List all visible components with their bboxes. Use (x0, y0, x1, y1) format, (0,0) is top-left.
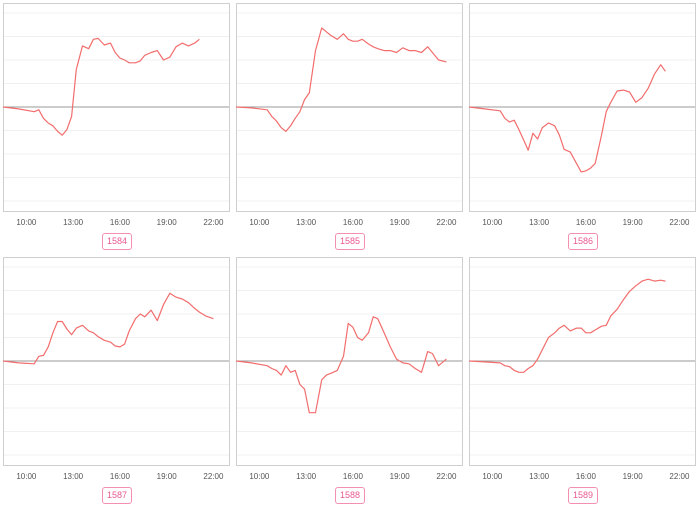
x-tick-label: 22:00 (669, 218, 690, 227)
chart-id-badge[interactable]: 1589 (568, 487, 599, 504)
x-tick-label: 22:00 (203, 472, 224, 481)
x-tick-label: 13:00 (296, 472, 317, 481)
chart-id-badge[interactable]: 1587 (102, 487, 133, 504)
chart-id-badge[interactable]: 1586 (568, 233, 599, 250)
chart-svg: 10:00 13:00 16:00 19:00 22:00 (235, 257, 463, 481)
chart-panel-1589: 10:00 13:00 16:00 19:00 22:00 1589 (468, 257, 698, 509)
x-tick-label: 10:00 (482, 472, 503, 481)
x-tick-label: 19:00 (157, 218, 178, 227)
x-tick-label: 13:00 (296, 218, 317, 227)
chart-svg: 10:00 13:00 16:00 19:00 22:00 (2, 257, 230, 481)
x-tick-label: 10:00 (16, 472, 37, 481)
x-tick-label: 19:00 (157, 472, 178, 481)
x-tick-label: 19:00 (623, 472, 644, 481)
x-tick-label: 13:00 (529, 218, 550, 227)
x-tick-label: 16:00 (110, 472, 131, 481)
x-tick-label: 16:00 (110, 218, 131, 227)
chart-panel-1585: 10:00 13:00 16:00 19:00 22:00 1585 (235, 3, 465, 255)
chart-svg: 10:00 13:00 16:00 19:00 22:00 (2, 3, 230, 227)
chart-svg: 10:00 13:00 16:00 19:00 22:00 (235, 3, 463, 227)
x-tick-label: 10:00 (482, 218, 503, 227)
series-line (235, 316, 447, 414)
chart-panel-1588: 10:00 13:00 16:00 19:00 22:00 1588 (235, 257, 465, 509)
chart-svg: 10:00 13:00 16:00 19:00 22:00 (468, 3, 696, 227)
series-line (235, 27, 447, 132)
x-tick-label: 22:00 (436, 472, 457, 481)
chart-panel-1584: 10:00 13:00 16:00 19:00 22:00 1584 (2, 3, 232, 255)
x-tick-label: 16:00 (576, 218, 597, 227)
x-tick-label: 19:00 (623, 218, 644, 227)
x-tick-label: 13:00 (63, 218, 84, 227)
series-line (468, 278, 666, 373)
x-tick-label: 16:00 (343, 218, 364, 227)
x-tick-label: 10:00 (16, 218, 37, 227)
x-tick-label: 19:00 (390, 472, 411, 481)
series-line (2, 37, 200, 136)
series-line (2, 292, 214, 365)
x-tick-label: 22:00 (203, 218, 224, 227)
x-tick-label: 10:00 (249, 472, 270, 481)
chart-id-badge[interactable]: 1588 (335, 487, 366, 504)
x-tick-label: 10:00 (249, 218, 270, 227)
chart-svg: 10:00 13:00 16:00 19:00 22:00 (468, 257, 696, 481)
x-tick-label: 22:00 (436, 218, 457, 227)
x-tick-label: 19:00 (390, 218, 411, 227)
series-line (468, 64, 666, 173)
x-tick-label: 16:00 (343, 472, 364, 481)
x-tick-label: 22:00 (669, 472, 690, 481)
chart-id-badge[interactable]: 1584 (102, 233, 133, 250)
chart-panel-1587: 10:00 13:00 16:00 19:00 22:00 1587 (2, 257, 232, 509)
x-tick-label: 16:00 (576, 472, 597, 481)
x-tick-label: 13:00 (63, 472, 84, 481)
chart-id-badge[interactable]: 1585 (335, 233, 366, 250)
x-tick-label: 13:00 (529, 472, 550, 481)
chart-panel-1586: 10:00 13:00 16:00 19:00 22:00 1586 (468, 3, 698, 255)
